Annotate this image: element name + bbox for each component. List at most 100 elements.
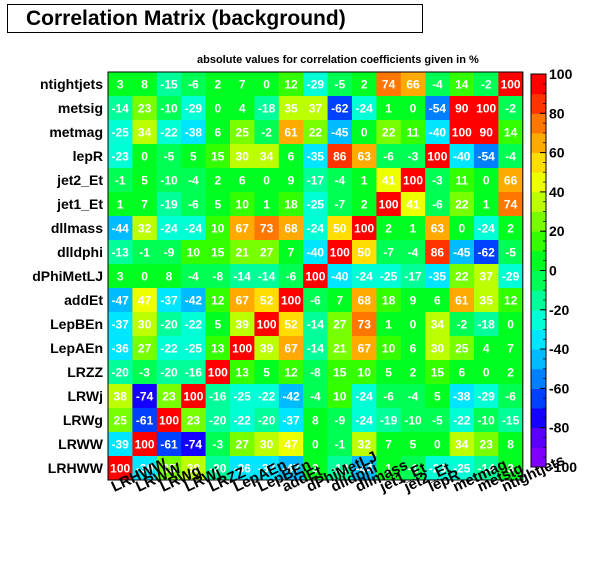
heatmap-cell bbox=[376, 408, 402, 433]
heatmap-cell bbox=[156, 96, 182, 121]
color-scale-step bbox=[531, 290, 546, 311]
heatmap-cell bbox=[498, 264, 524, 289]
heatmap-cell bbox=[254, 168, 280, 193]
color-scale-step bbox=[531, 211, 546, 232]
heatmap-cell bbox=[254, 144, 280, 169]
cell-value-label: -18 bbox=[258, 102, 276, 116]
heatmap-cell bbox=[327, 408, 353, 433]
cell-value-label: 12 bbox=[284, 366, 298, 380]
heatmap-cell bbox=[181, 312, 207, 337]
heatmap-cell bbox=[352, 456, 377, 481]
cell-value-label: 5 bbox=[190, 150, 197, 164]
heatmap-cell bbox=[156, 360, 182, 385]
heatmap-cell bbox=[425, 216, 451, 241]
heatmap-cell bbox=[278, 216, 304, 241]
cell-value-label: 67 bbox=[236, 222, 250, 236]
cell-value-label: 32 bbox=[138, 222, 152, 236]
cell-value-label: 0 bbox=[263, 78, 270, 92]
cell-value-label: 34 bbox=[138, 126, 152, 140]
heatmap-cell bbox=[278, 384, 304, 409]
heatmap-cell bbox=[278, 432, 304, 457]
cell-value-label: 6 bbox=[239, 174, 246, 188]
cell-value-label: -9 bbox=[334, 414, 345, 428]
color-scale-tick-label: -80 bbox=[549, 420, 569, 436]
cell-value-label: -74 bbox=[136, 390, 154, 404]
heatmap-cell bbox=[400, 384, 426, 409]
heatmap-cell bbox=[108, 432, 133, 457]
cell-value-label: -2 bbox=[481, 78, 492, 92]
cell-value-label: 34 bbox=[431, 318, 445, 332]
heatmap-cell bbox=[449, 120, 475, 145]
cell-value-label: 7 bbox=[385, 438, 392, 452]
heatmap-cell bbox=[303, 456, 329, 481]
heatmap-cell bbox=[132, 120, 158, 145]
cell-value-label: -40 bbox=[307, 246, 325, 260]
heatmap-cell bbox=[205, 360, 231, 385]
cell-value-label: 5 bbox=[434, 390, 441, 404]
cell-value-label: -40 bbox=[453, 150, 471, 164]
heatmap-cell bbox=[132, 144, 158, 169]
cell-value-label: 27 bbox=[236, 438, 250, 452]
cell-value-label: -44 bbox=[112, 222, 130, 236]
heatmap-cell bbox=[156, 240, 182, 265]
cell-value-label: 73 bbox=[260, 222, 274, 236]
color-scale-step bbox=[531, 329, 546, 350]
heatmap-cell bbox=[156, 216, 182, 241]
heatmap-cell bbox=[400, 432, 426, 457]
cell-value-label: -29 bbox=[185, 102, 203, 116]
cell-value-label: -25 bbox=[453, 462, 471, 476]
color-scale-step bbox=[531, 427, 546, 448]
heatmap-cell bbox=[254, 288, 280, 313]
cell-value-label: 100 bbox=[305, 270, 325, 284]
cell-value-label: -20 bbox=[160, 318, 178, 332]
heatmap-cell bbox=[352, 120, 377, 145]
cell-value-label: -47 bbox=[112, 294, 130, 308]
heatmap-cell bbox=[181, 384, 207, 409]
cell-value-label: 1 bbox=[385, 102, 392, 116]
cell-value-label: 68 bbox=[284, 222, 298, 236]
heatmap-cell bbox=[205, 336, 231, 361]
cell-value-label: -5 bbox=[432, 414, 443, 428]
cell-value-label: -4 bbox=[505, 150, 516, 164]
cell-value-label: -37 bbox=[282, 414, 300, 428]
cell-value-label: 23 bbox=[187, 414, 201, 428]
heatmap-cell bbox=[230, 456, 255, 481]
cell-value-label: -24 bbox=[356, 390, 374, 404]
heatmap-cell bbox=[108, 192, 133, 217]
heatmap-cell bbox=[132, 456, 158, 481]
heatmap-cell bbox=[498, 216, 524, 241]
heatmap-cell bbox=[498, 192, 524, 217]
heatmap-cell bbox=[425, 336, 451, 361]
cell-value-label: -20 bbox=[160, 366, 178, 380]
heatmap-cell bbox=[156, 72, 182, 97]
cell-value-label: 41 bbox=[406, 198, 420, 212]
cell-value-label: -38 bbox=[185, 126, 203, 140]
color-scale-step bbox=[531, 349, 546, 370]
cell-value-label: 1 bbox=[483, 198, 490, 212]
cell-value-label: -39 bbox=[136, 462, 154, 476]
heatmap-cell bbox=[449, 72, 475, 97]
cell-value-label: 7 bbox=[336, 294, 343, 308]
heatmap-cell bbox=[425, 240, 451, 265]
heatmap-cell bbox=[400, 264, 426, 289]
cell-value-label: 34 bbox=[260, 150, 274, 164]
cell-value-label: 67 bbox=[358, 342, 372, 356]
cell-value-label: -22 bbox=[453, 414, 471, 428]
cell-value-label: -1 bbox=[115, 174, 126, 188]
heatmap-cell bbox=[230, 384, 255, 409]
cell-value-label: 5 bbox=[214, 198, 221, 212]
cell-value-label: 14 bbox=[455, 78, 469, 92]
heatmap-cell bbox=[181, 72, 207, 97]
color-scale-step bbox=[531, 113, 546, 134]
cell-value-label: 2 bbox=[214, 78, 221, 92]
cell-value-label: 0 bbox=[507, 318, 514, 332]
heatmap-cell bbox=[230, 408, 255, 433]
heatmap-cell bbox=[108, 216, 133, 241]
heatmap-cell bbox=[205, 144, 231, 169]
cell-value-label: -5 bbox=[505, 246, 516, 260]
cell-value-label: 14 bbox=[504, 126, 518, 140]
cell-value-label: 35 bbox=[284, 102, 298, 116]
heatmap-cell bbox=[376, 192, 402, 217]
heatmap-cell bbox=[303, 240, 329, 265]
heatmap-cell bbox=[376, 360, 402, 385]
